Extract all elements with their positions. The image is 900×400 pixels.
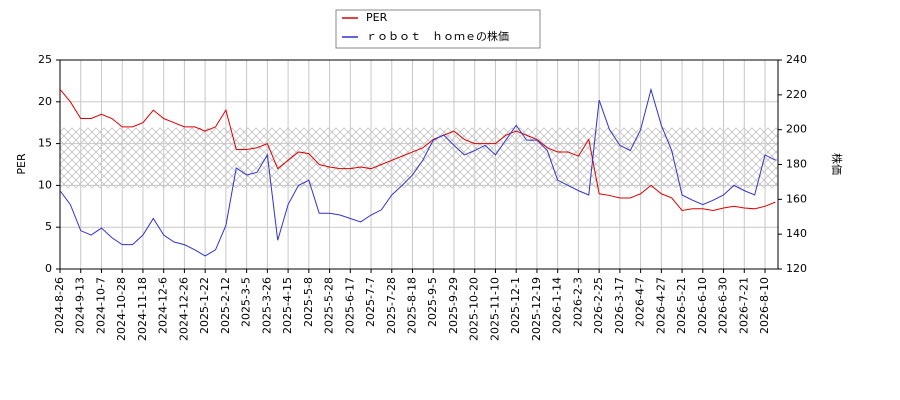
- y2-axis-title: 株価: [830, 153, 844, 175]
- x-tick-label: 2026-6-10: [696, 277, 709, 334]
- x-tick-label: 2025-6-17: [343, 277, 356, 334]
- x-tick-label: 2025-5-8: [302, 277, 315, 327]
- x-tick-label: 2026-7-21: [737, 277, 750, 334]
- x-tick-label: 2025-10-20: [468, 277, 481, 341]
- x-tick-label: 2024-12-6: [157, 277, 170, 334]
- x-tick-label: 2026-3-17: [613, 277, 626, 334]
- y2-tick-label: 220: [786, 88, 807, 101]
- x-tick-label: 2025-12-19: [530, 277, 543, 341]
- y2-tick-label: 180: [786, 158, 807, 171]
- x-tick-label: 2025-9-29: [447, 277, 460, 334]
- y2-tick-label: 160: [786, 192, 807, 205]
- x-tick-label: 2026-1-14: [551, 277, 564, 334]
- y2-tick-label: 140: [786, 227, 807, 240]
- x-tick-label: 2025-5-28: [323, 277, 336, 334]
- x-tick-label: 2025-7-7: [364, 277, 377, 327]
- y-tick-label: 10: [38, 178, 52, 191]
- legend-label: ｒｏｂｏｔ ｈｏｍｅの株価: [366, 29, 509, 43]
- x-tick-label: 2024-10-7: [94, 277, 107, 334]
- x-tick-label: 2025-3-26: [260, 277, 273, 334]
- x-tick-label: 2025-12-1: [509, 277, 522, 334]
- x-tick-label: 2026-2-25: [592, 277, 605, 334]
- y2-tick-label: 120: [786, 262, 807, 275]
- x-tick-label: 2025-2-12: [219, 277, 232, 334]
- x-tick-label: 2026-8-10: [758, 277, 771, 334]
- plot-frame: [59, 59, 779, 270]
- x-tick-label: 2024-12-26: [177, 277, 190, 341]
- x-tick-label: 2026-6-30: [717, 277, 730, 334]
- y-tick-label: 0: [45, 262, 52, 275]
- x-tick-label: 2024-11-18: [136, 277, 149, 341]
- x-tick-label: 2025-11-10: [488, 277, 501, 341]
- series-line: [59, 88, 776, 212]
- x-tick-label: 2025-8-18: [406, 277, 419, 334]
- y-axis-title: PER: [15, 153, 28, 175]
- legend-label: PER: [366, 11, 388, 24]
- series-line: [59, 87, 776, 257]
- y-tick-label: 20: [38, 95, 52, 108]
- y2-tick-label: 240: [786, 53, 807, 66]
- x-tick-label: 2026-2-3: [571, 277, 584, 327]
- y-tick-label: 15: [38, 137, 52, 150]
- x-tick-label: 2024-8-26: [53, 277, 66, 334]
- x-tick-label: 2026-5-21: [675, 277, 688, 334]
- shaded-range: [60, 127, 778, 188]
- y-tick-label: 5: [45, 220, 52, 233]
- y-tick-label: 25: [38, 53, 52, 66]
- legend-box: [335, 9, 541, 49]
- x-tick-label: 2025-1-22: [198, 277, 211, 334]
- x-tick-label: 2024-10-28: [115, 277, 128, 341]
- x-tick-label: 2024-9-13: [74, 277, 87, 334]
- y2-tick-label: 200: [786, 123, 807, 136]
- x-tick-label: 2025-3-5: [240, 277, 253, 327]
- x-tick-label: 2026-4-27: [654, 277, 667, 334]
- x-tick-label: 2025-9-5: [426, 277, 439, 327]
- x-tick-label: 2026-4-7: [634, 277, 647, 327]
- x-tick-label: 2025-7-28: [385, 277, 398, 334]
- x-tick-label: 2025-4-15: [281, 277, 294, 334]
